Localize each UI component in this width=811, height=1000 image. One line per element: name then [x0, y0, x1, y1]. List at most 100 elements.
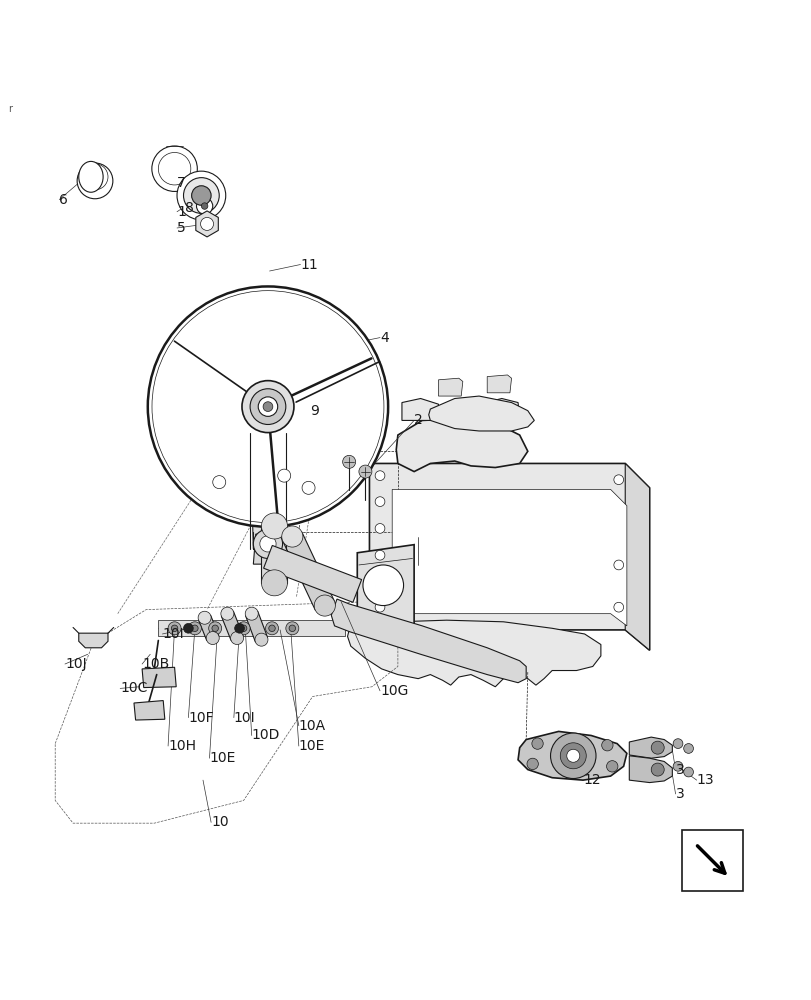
- Circle shape: [245, 607, 258, 620]
- Polygon shape: [282, 532, 334, 610]
- Circle shape: [375, 497, 384, 506]
- Text: 5: 5: [177, 221, 186, 235]
- Circle shape: [314, 595, 335, 616]
- Text: 13: 13: [696, 773, 714, 787]
- Text: 8: 8: [185, 201, 194, 215]
- Circle shape: [289, 625, 295, 632]
- Text: 11: 11: [300, 258, 318, 272]
- Circle shape: [242, 381, 294, 433]
- Polygon shape: [246, 611, 267, 642]
- Polygon shape: [517, 731, 626, 780]
- Circle shape: [171, 625, 178, 632]
- Text: 9: 9: [310, 404, 319, 418]
- Polygon shape: [264, 545, 361, 602]
- Circle shape: [183, 623, 193, 633]
- Circle shape: [601, 740, 612, 751]
- Circle shape: [265, 622, 278, 635]
- Polygon shape: [485, 398, 519, 423]
- Text: 2: 2: [414, 413, 423, 427]
- Circle shape: [375, 471, 384, 481]
- Circle shape: [201, 203, 208, 209]
- Circle shape: [148, 286, 388, 527]
- Circle shape: [255, 633, 268, 646]
- Polygon shape: [629, 756, 672, 783]
- Polygon shape: [195, 211, 218, 237]
- Circle shape: [613, 560, 623, 570]
- Circle shape: [234, 623, 244, 633]
- Circle shape: [208, 622, 221, 635]
- Text: 10B: 10B: [142, 657, 169, 671]
- Polygon shape: [199, 615, 218, 640]
- Circle shape: [613, 602, 623, 612]
- Circle shape: [158, 152, 191, 185]
- Circle shape: [253, 529, 282, 558]
- Circle shape: [261, 513, 287, 539]
- Polygon shape: [428, 396, 534, 431]
- Circle shape: [375, 524, 384, 533]
- Text: 10D: 10D: [251, 728, 280, 742]
- Circle shape: [277, 469, 290, 482]
- Text: 10H: 10H: [168, 739, 195, 753]
- Circle shape: [285, 622, 298, 635]
- Text: 10E: 10E: [298, 739, 324, 753]
- Polygon shape: [158, 620, 345, 636]
- Circle shape: [281, 526, 303, 547]
- Circle shape: [212, 625, 218, 632]
- Text: 7: 7: [177, 176, 186, 190]
- Circle shape: [221, 607, 234, 620]
- Bar: [681, 830, 742, 891]
- Circle shape: [672, 761, 682, 771]
- Polygon shape: [142, 667, 176, 688]
- Polygon shape: [369, 463, 649, 650]
- Circle shape: [650, 763, 663, 776]
- Polygon shape: [221, 611, 242, 640]
- Polygon shape: [250, 433, 285, 549]
- Text: 3: 3: [675, 787, 684, 801]
- Circle shape: [230, 632, 243, 645]
- Circle shape: [268, 625, 275, 632]
- Circle shape: [263, 402, 272, 411]
- Circle shape: [206, 632, 219, 645]
- Circle shape: [672, 739, 682, 748]
- Polygon shape: [195, 458, 331, 510]
- Circle shape: [342, 455, 355, 468]
- Polygon shape: [396, 419, 527, 472]
- Circle shape: [152, 146, 197, 191]
- Circle shape: [212, 476, 225, 489]
- Circle shape: [77, 163, 113, 199]
- Circle shape: [196, 198, 212, 214]
- Polygon shape: [331, 599, 526, 683]
- Text: 10I: 10I: [234, 711, 255, 725]
- Text: 6: 6: [59, 193, 68, 207]
- Circle shape: [550, 733, 595, 779]
- Circle shape: [250, 389, 285, 424]
- Text: 10J: 10J: [65, 657, 87, 671]
- Text: r: r: [8, 104, 12, 114]
- Circle shape: [188, 622, 201, 635]
- Polygon shape: [347, 620, 600, 687]
- Circle shape: [198, 611, 211, 624]
- Circle shape: [237, 622, 250, 635]
- Circle shape: [526, 758, 538, 770]
- Text: 10G: 10G: [380, 684, 408, 698]
- Circle shape: [606, 761, 617, 772]
- Polygon shape: [357, 545, 414, 630]
- Circle shape: [260, 536, 276, 552]
- Circle shape: [191, 186, 211, 205]
- Text: 4: 4: [380, 331, 388, 345]
- Circle shape: [168, 622, 181, 635]
- Circle shape: [191, 625, 198, 632]
- Polygon shape: [350, 461, 370, 476]
- Text: 12: 12: [582, 773, 600, 787]
- Circle shape: [363, 565, 403, 606]
- Circle shape: [560, 743, 586, 769]
- Polygon shape: [392, 489, 626, 626]
- Circle shape: [375, 550, 384, 560]
- Ellipse shape: [79, 161, 103, 192]
- Text: 10F: 10F: [188, 711, 214, 725]
- Circle shape: [183, 178, 219, 213]
- Circle shape: [261, 570, 287, 596]
- Text: 10I: 10I: [162, 627, 184, 641]
- Text: 10A: 10A: [298, 719, 325, 733]
- Text: 10: 10: [211, 815, 229, 829]
